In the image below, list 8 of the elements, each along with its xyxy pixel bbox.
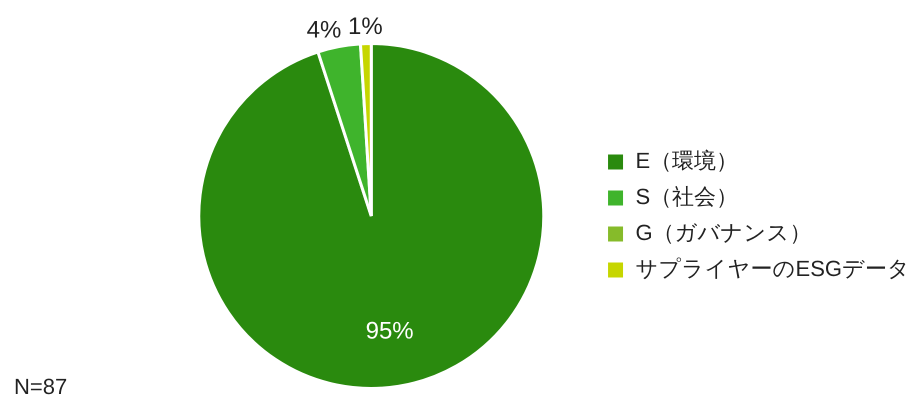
- legend-label: サプライヤーのESGデータ: [636, 256, 910, 282]
- legend-label: G（ガバナンス）: [636, 220, 812, 246]
- legend-label: S（社会）: [636, 184, 738, 210]
- data-label: 4%: [306, 16, 342, 44]
- data-label: 95%: [366, 317, 414, 344]
- legend-label: E（環境）: [636, 148, 738, 174]
- data-label: 1%: [348, 13, 383, 40]
- text: N=87: [14, 374, 68, 400]
